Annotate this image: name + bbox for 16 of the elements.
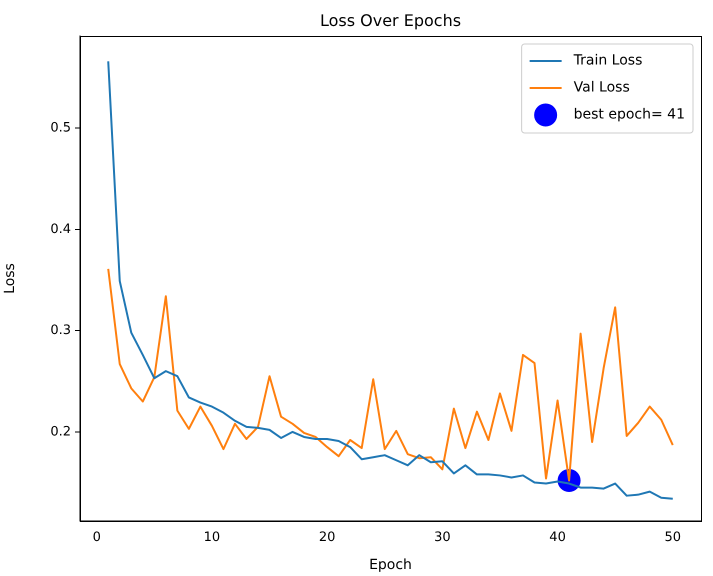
chart-title: Loss Over Epochs: [320, 11, 462, 30]
x-tick-label: 40: [549, 530, 566, 546]
y-tick-label: 0.4: [50, 222, 71, 237]
legend-label: Val Loss: [574, 80, 630, 96]
x-tick-label: 50: [664, 530, 682, 546]
x-tick-label: 30: [434, 530, 451, 546]
x-tick-label: 20: [318, 530, 336, 546]
x-tick-label: 0: [92, 530, 101, 546]
legend-label: Train Loss: [572, 52, 642, 69]
y-tick-label: 0.2: [50, 424, 71, 440]
x-axis-title: Epoch: [369, 557, 412, 574]
legend-label: best epoch= 41: [574, 106, 686, 123]
x-tick-label: 10: [204, 530, 220, 546]
y-tick-label: 0.3: [50, 323, 71, 338]
y-axis-title: Loss: [2, 263, 18, 294]
y-tick-label: 0.5: [50, 120, 71, 136]
